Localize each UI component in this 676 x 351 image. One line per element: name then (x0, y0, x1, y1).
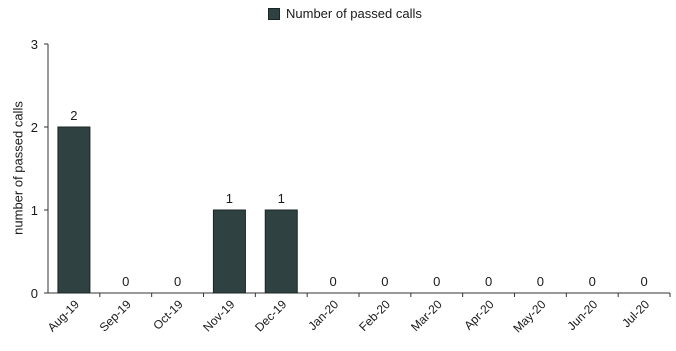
data-label: 0 (640, 274, 647, 289)
y-tick-label: 2 (31, 120, 38, 135)
data-label: 0 (589, 274, 596, 289)
data-label: 1 (226, 191, 233, 206)
data-label: 0 (485, 274, 492, 289)
x-tick-label: Oct-19 (150, 297, 186, 333)
y-tick-label: 0 (31, 286, 38, 301)
x-tick-label: Mar-20 (408, 297, 445, 334)
x-tick-label: Jun-20 (565, 297, 601, 333)
legend-label: Number of passed calls (286, 6, 422, 21)
x-tick-label: Apr-20 (461, 297, 497, 333)
data-label: 0 (433, 274, 440, 289)
data-label: 0 (381, 274, 388, 289)
data-label: 0 (122, 274, 129, 289)
data-label: 2 (70, 108, 77, 123)
bar (264, 209, 298, 294)
bar (57, 126, 91, 294)
x-tick-label: Jan-20 (305, 297, 341, 333)
legend: Number of passed calls (268, 6, 422, 21)
x-tick-label: May-20 (510, 297, 548, 335)
x-tick-label: Nov-19 (200, 297, 237, 334)
legend-swatch (268, 7, 280, 20)
x-tick-label: Feb-20 (356, 297, 393, 334)
data-label: 0 (329, 274, 336, 289)
x-tick-label: Jul-20 (619, 297, 652, 330)
x-tick-label: Dec-19 (252, 297, 289, 334)
y-tick-label: 3 (31, 37, 38, 52)
x-tick-label: Aug-19 (45, 297, 82, 334)
data-label: 1 (278, 191, 285, 206)
y-tick-label: 1 (31, 203, 38, 218)
data-label: 0 (537, 274, 544, 289)
x-tick-label: Sep-19 (97, 297, 134, 334)
bar (212, 209, 246, 294)
data-label: 0 (174, 274, 181, 289)
